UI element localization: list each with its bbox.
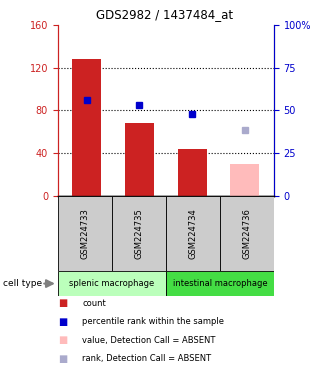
Text: intestinal macrophage: intestinal macrophage	[173, 279, 267, 288]
Text: GSM224736: GSM224736	[242, 208, 251, 259]
Bar	[178, 149, 207, 196]
Text: GSM224735: GSM224735	[134, 208, 143, 259]
Bar	[220, 196, 274, 271]
Bar	[230, 164, 259, 196]
Bar	[58, 271, 166, 296]
Text: percentile rank within the sample: percentile rank within the sample	[82, 317, 224, 326]
Text: splenic macrophage: splenic macrophage	[69, 279, 154, 288]
Bar	[166, 196, 220, 271]
Text: GSM224734: GSM224734	[188, 208, 197, 259]
Text: value, Detection Call = ABSENT: value, Detection Call = ABSENT	[82, 336, 216, 345]
Text: ■: ■	[58, 317, 67, 327]
Text: cell type: cell type	[3, 279, 43, 288]
Text: rank, Detection Call = ABSENT: rank, Detection Call = ABSENT	[82, 354, 212, 363]
Text: ■: ■	[58, 298, 67, 308]
Bar	[72, 59, 101, 196]
Text: count: count	[82, 299, 106, 308]
Bar	[112, 196, 166, 271]
Text: GSM224733: GSM224733	[80, 208, 89, 259]
Bar	[58, 196, 112, 271]
Text: GDS2982 / 1437484_at: GDS2982 / 1437484_at	[96, 8, 234, 21]
Bar	[125, 123, 154, 196]
Text: ■: ■	[58, 354, 67, 364]
Text: ■: ■	[58, 335, 67, 345]
Bar	[166, 271, 274, 296]
